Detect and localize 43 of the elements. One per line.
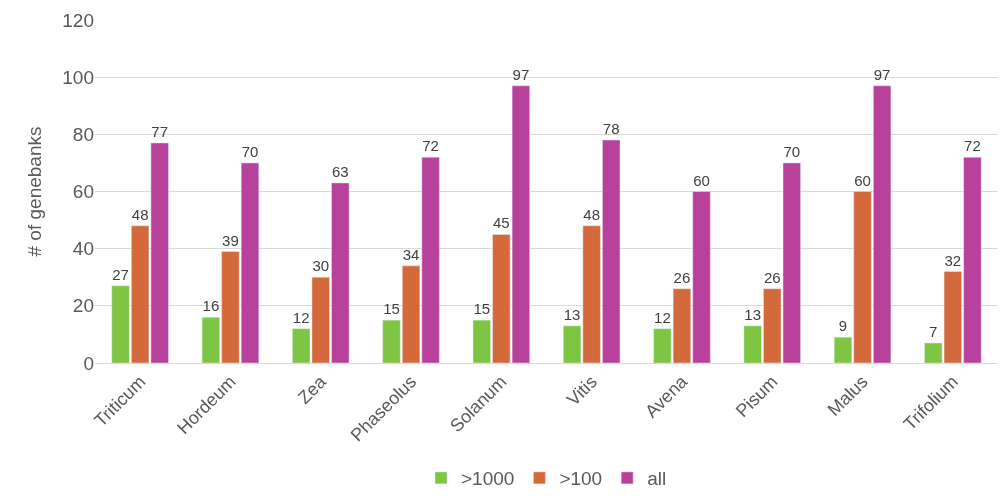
y-tick-label: 20 — [72, 295, 94, 317]
data-label: 72 — [422, 137, 439, 155]
x-tick-label: Zea — [293, 370, 331, 408]
data-label: 7 — [929, 322, 938, 340]
data-label: 26 — [763, 268, 781, 286]
legend-label: >100 — [559, 468, 603, 490]
data-label: 27 — [112, 265, 129, 283]
y-tick-label: 120 — [62, 9, 94, 31]
x-tick-label: Vitis — [562, 371, 601, 410]
data-label: 48 — [131, 205, 149, 223]
data-label: 30 — [312, 257, 330, 275]
data-label: 39 — [222, 231, 239, 249]
data-label: 12 — [292, 308, 310, 326]
data-label: 26 — [673, 268, 691, 286]
data-label: 48 — [583, 205, 600, 223]
legend-label: all — [647, 468, 667, 490]
data-label: 63 — [331, 162, 349, 180]
y-axis-title: # of genebanks — [24, 126, 46, 257]
y-tick-label: 40 — [72, 238, 94, 260]
data-label: 97 — [873, 65, 891, 83]
data-label: 16 — [202, 297, 220, 315]
data-label: 12 — [654, 308, 671, 326]
data-label: 70 — [783, 142, 801, 160]
data-label: 9 — [838, 317, 848, 335]
y-tick-label: 100 — [62, 66, 94, 88]
data-label: 15 — [473, 300, 491, 318]
data-label: 45 — [493, 214, 510, 232]
data-label: 15 — [383, 300, 400, 318]
data-label: 32 — [944, 251, 962, 269]
data-label: 60 — [854, 171, 871, 189]
y-tick-label: 0 — [83, 352, 94, 374]
data-label: 34 — [402, 245, 420, 263]
data-label: 70 — [241, 142, 259, 160]
data-label: 13 — [563, 305, 581, 323]
data-label: 78 — [602, 120, 620, 138]
data-label: 77 — [151, 122, 169, 140]
y-tick-label: 60 — [72, 181, 94, 203]
legend-label: >1000 — [461, 468, 515, 490]
data-label: 97 — [512, 65, 530, 83]
data-label: 13 — [744, 305, 762, 323]
y-tick-label: 80 — [72, 123, 94, 145]
data-label: 60 — [693, 171, 710, 189]
data-label: 72 — [964, 137, 981, 155]
